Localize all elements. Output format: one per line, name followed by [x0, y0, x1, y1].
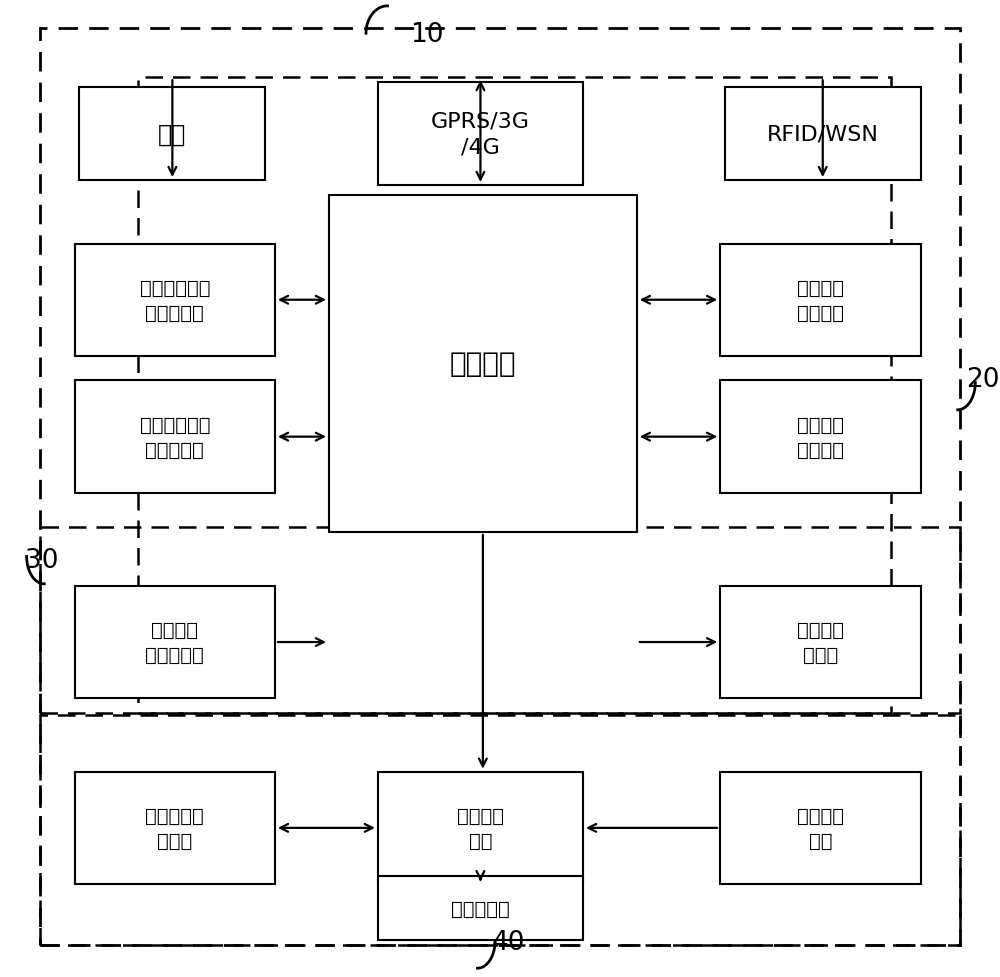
Text: 20: 20	[967, 366, 1000, 393]
Text: GPRS/3G
/4G: GPRS/3G /4G	[431, 111, 530, 157]
Text: 装备自有智能
设备通信口: 装备自有智能 设备通信口	[140, 278, 210, 322]
Text: 10: 10	[410, 21, 444, 48]
Text: 自发电装置: 自发电装置	[451, 899, 510, 917]
Bar	[720, 586, 921, 699]
Bar	[79, 88, 265, 181]
Bar	[720, 772, 921, 884]
Bar	[75, 586, 275, 699]
Text: 装备自有无线
数据传输口: 装备自有无线 数据传输口	[140, 415, 210, 459]
Bar	[75, 381, 275, 493]
Text: 自带状态
采集设备: 自带状态 采集设备	[797, 415, 844, 459]
Bar	[75, 244, 275, 357]
Bar	[329, 195, 637, 532]
Bar	[75, 772, 275, 884]
Text: 外部电源
接口: 外部电源 接口	[797, 806, 844, 850]
Bar	[720, 381, 921, 493]
Text: 微处理器: 微处理器	[450, 350, 516, 378]
Text: 单向输入
数据采集口: 单向输入 数据采集口	[145, 620, 204, 664]
Bar	[40, 528, 960, 713]
Text: 电源管理
模块: 电源管理 模块	[457, 806, 504, 850]
Text: 单向输出
数据口: 单向输出 数据口	[797, 620, 844, 664]
Text: RFID/WSN: RFID/WSN	[767, 124, 879, 145]
Bar	[378, 876, 583, 940]
Text: 40: 40	[492, 929, 526, 956]
Bar	[725, 88, 921, 181]
Text: 卫星: 卫星	[158, 122, 186, 147]
Bar	[720, 244, 921, 357]
Bar	[378, 772, 583, 884]
Text: 30: 30	[25, 547, 58, 573]
Bar	[40, 715, 960, 945]
Bar	[378, 83, 583, 186]
Bar	[138, 78, 891, 713]
Text: 可充放电的
电池组: 可充放电的 电池组	[145, 806, 204, 850]
Text: 自带控制
执行设备: 自带控制 执行设备	[797, 278, 844, 322]
